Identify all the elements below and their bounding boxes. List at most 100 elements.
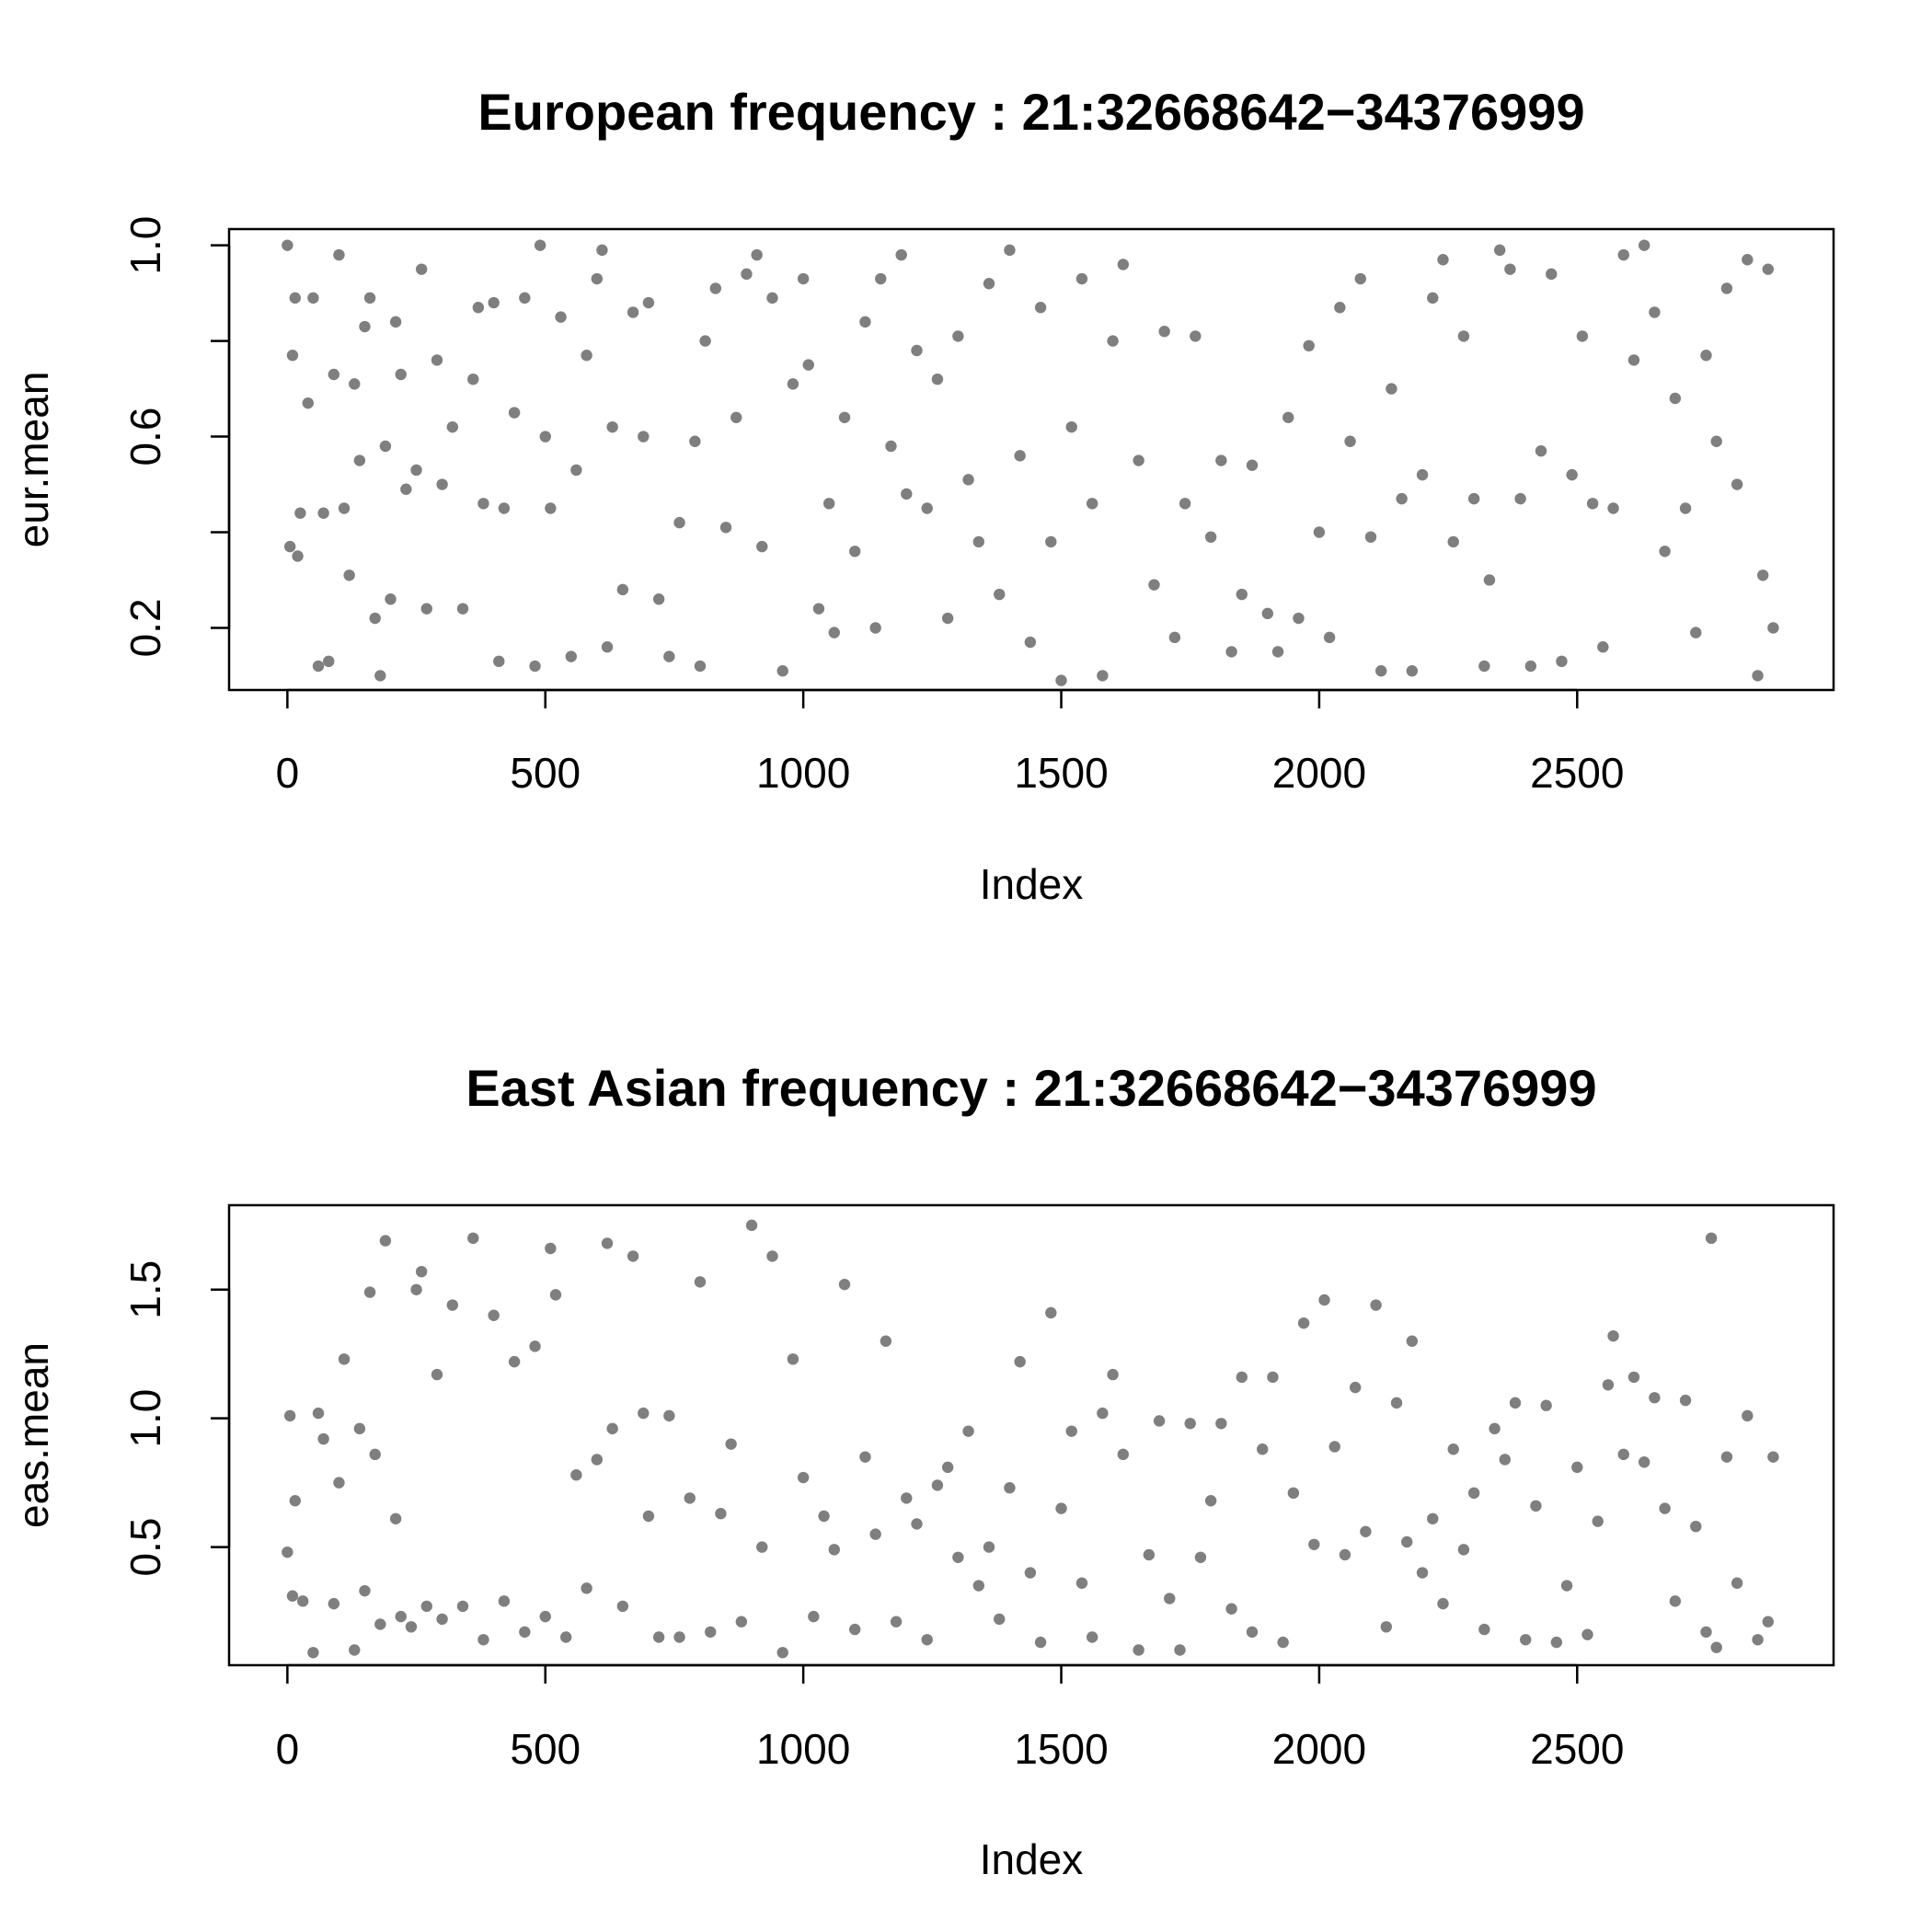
point	[1360, 1525, 1372, 1537]
y-tick-label: 0.2	[121, 598, 169, 657]
point	[282, 239, 293, 251]
point	[1731, 1577, 1743, 1589]
point	[333, 248, 345, 261]
point	[756, 540, 768, 553]
point	[952, 330, 964, 342]
point	[1117, 1448, 1130, 1461]
point	[1649, 306, 1661, 318]
point	[508, 407, 521, 419]
point	[1710, 1641, 1722, 1653]
point	[1364, 531, 1377, 543]
point	[616, 583, 629, 596]
point	[776, 665, 788, 677]
point	[787, 378, 799, 390]
point	[849, 546, 861, 558]
point	[1215, 454, 1227, 466]
point	[1607, 502, 1619, 514]
point	[1560, 1580, 1573, 1592]
y-tick-label: 1.0	[121, 1389, 169, 1448]
point	[822, 498, 835, 510]
point	[895, 248, 907, 261]
x-tick-label: 2500	[1530, 749, 1624, 797]
point	[756, 1541, 768, 1553]
point	[1581, 1628, 1593, 1640]
point	[369, 612, 381, 625]
point	[570, 464, 582, 477]
point	[699, 335, 711, 347]
point	[498, 1595, 511, 1607]
point	[606, 1422, 618, 1435]
point	[283, 540, 296, 553]
point	[745, 1219, 758, 1232]
point	[828, 1544, 840, 1556]
point	[591, 1454, 604, 1466]
point	[849, 1623, 861, 1636]
point	[931, 373, 944, 385]
x-axis-label: Index	[980, 1835, 1084, 1883]
point	[1571, 1461, 1583, 1474]
point	[901, 1492, 913, 1504]
point	[1489, 1422, 1501, 1435]
point	[1168, 631, 1181, 644]
point	[1158, 326, 1170, 338]
point	[994, 588, 1006, 601]
point	[1133, 454, 1144, 466]
point	[292, 550, 304, 562]
point	[446, 1299, 459, 1311]
point	[467, 1232, 479, 1245]
y-axis-label: eas.mean	[9, 1342, 57, 1528]
point	[869, 1528, 881, 1540]
point	[1406, 1335, 1419, 1347]
point	[1742, 254, 1754, 266]
point	[684, 1492, 696, 1504]
point	[1535, 444, 1547, 457]
point	[1710, 435, 1722, 447]
point	[338, 502, 351, 514]
point	[694, 1276, 707, 1288]
point	[1313, 526, 1326, 538]
point	[828, 627, 840, 638]
point	[1524, 660, 1537, 673]
point	[363, 1286, 376, 1298]
point	[1756, 569, 1769, 581]
point	[1447, 1443, 1459, 1455]
point	[1700, 1626, 1712, 1639]
point	[983, 278, 995, 290]
point	[1659, 1502, 1671, 1514]
point	[1225, 1603, 1237, 1615]
point	[797, 1471, 810, 1484]
point	[1086, 1631, 1098, 1643]
point	[1386, 383, 1397, 395]
point	[1752, 1634, 1764, 1646]
point	[379, 1235, 392, 1247]
point	[627, 306, 639, 318]
point	[1143, 1548, 1156, 1561]
point	[286, 350, 299, 362]
point	[638, 1407, 650, 1420]
point	[663, 650, 675, 662]
point	[349, 1644, 361, 1656]
point	[1014, 450, 1026, 462]
point	[1097, 1407, 1109, 1420]
point	[307, 1647, 319, 1659]
point	[349, 378, 361, 390]
point	[931, 1479, 944, 1491]
point	[1014, 1355, 1026, 1368]
chart-title: East Asian frequency : 21:32668642−34376…	[466, 1059, 1596, 1117]
point	[415, 1265, 428, 1278]
point	[312, 660, 325, 673]
point	[859, 316, 871, 328]
point	[1556, 655, 1568, 668]
point	[1349, 1381, 1362, 1394]
point	[1246, 1626, 1259, 1639]
y-axis-label: eur.mean	[9, 372, 57, 548]
point	[353, 454, 366, 466]
plot-frame	[227, 227, 1835, 692]
point	[289, 1495, 301, 1507]
point	[498, 502, 511, 514]
point	[420, 603, 432, 615]
point	[1297, 1317, 1310, 1329]
point	[343, 569, 355, 581]
point	[802, 359, 814, 371]
